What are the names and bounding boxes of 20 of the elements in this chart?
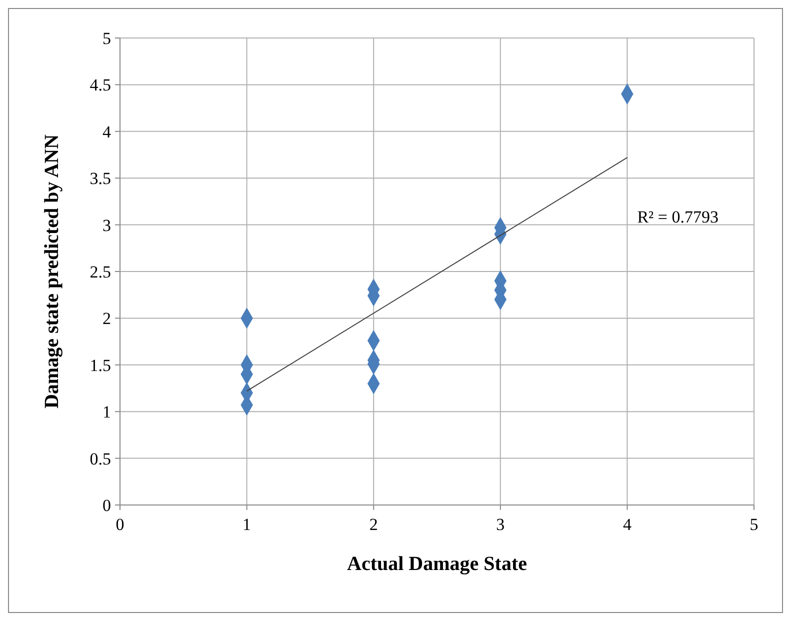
x-tick-label: 1 xyxy=(242,515,252,534)
y-tick-label: 0 xyxy=(102,496,111,515)
y-tick-label: 4.5 xyxy=(90,76,111,95)
y-tick-label: 4 xyxy=(102,122,112,142)
x-tick-label: 0 xyxy=(116,515,124,534)
y-tick-label: 1 xyxy=(102,402,111,422)
x-tick-label: 5 xyxy=(750,515,758,534)
x-tick-label: 2 xyxy=(369,515,378,534)
y-tick-label: 3.5 xyxy=(90,169,111,188)
annotation: R² = 0.7793 xyxy=(637,208,718,227)
x-axis-title: Actual Damage State xyxy=(347,553,528,575)
y-axis-title: Damage state predicted by ANN xyxy=(41,134,63,409)
y-tick-label: 2 xyxy=(102,309,111,328)
y-tick-label: 5 xyxy=(102,28,111,48)
y-tick-label: 3 xyxy=(102,216,111,235)
x-tick-label: 4 xyxy=(622,515,632,534)
y-tick-label: 1.5 xyxy=(90,356,111,375)
y-tick-label: 2.5 xyxy=(90,262,111,282)
x-tick-label: 3 xyxy=(496,515,505,534)
y-tick-label: 0.5 xyxy=(90,449,111,468)
